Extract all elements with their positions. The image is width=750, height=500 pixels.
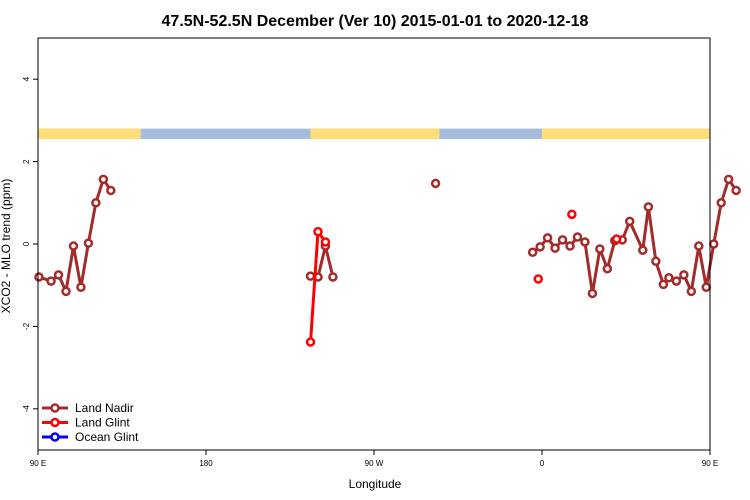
y-tick-label: -2: [22, 322, 31, 330]
x-tick-label: 90 E: [702, 459, 718, 468]
land-nadir-point: [643, 202, 654, 212]
legend-item-ocean-glint: Ocean Glint: [42, 430, 139, 444]
land-nadir-point: [557, 235, 568, 245]
chart-title: 47.5N-52.5N December (Ver 10) 2015-01-01…: [162, 13, 589, 30]
land-glint-point: [305, 337, 316, 347]
land-nadir-point: [624, 216, 635, 227]
land-nadir-point: [328, 272, 338, 282]
land-glint-point: [611, 234, 622, 244]
legend-swatch-marker: [50, 403, 60, 413]
x-axis: 90 E 180 90 W 0 90 E: [30, 450, 718, 468]
land-nadir-point: [98, 174, 109, 185]
land-nadir-point: [83, 238, 94, 248]
y-tick-label: 0: [22, 241, 31, 246]
y-axis: -4 -2 0 2 4: [22, 76, 38, 412]
land-nadir-point: [595, 244, 605, 254]
legend-item-land-glint: Land Glint: [42, 416, 130, 430]
land-band-segment: [38, 128, 141, 139]
y-tick-label: 4: [22, 76, 31, 81]
land-nadir-point: [580, 237, 590, 247]
land-nadir-point: [587, 288, 598, 299]
land-nadir-point: [76, 282, 86, 293]
land-nadir-point: [91, 198, 101, 208]
land-nadir-point: [694, 241, 704, 251]
land-ocean-band: [38, 128, 710, 139]
legend-label: Land Nadir: [75, 401, 134, 415]
land-band-segment: [542, 128, 710, 139]
land-nadir-line: [38, 177, 113, 293]
x-tick-label: 90 W: [365, 459, 384, 468]
land-glint-point: [533, 274, 544, 284]
land-nadir-point: [68, 241, 79, 251]
land-nadir-point: [535, 242, 545, 252]
x-axis-label: Longitude: [349, 477, 402, 491]
y-tick-label: 2: [22, 159, 31, 164]
land-nadir-point: [46, 276, 56, 286]
land-nadir-point: [527, 247, 538, 257]
land-nadir-point: [638, 245, 648, 255]
land-nadir-point: [708, 239, 719, 249]
land-nadir-point: [572, 232, 583, 242]
land-nadir-point: [602, 263, 613, 274]
land-glint-point: [313, 226, 323, 237]
series-layer: [34, 174, 741, 347]
land-nadir-point: [542, 233, 553, 243]
land-nadir-point: [61, 286, 71, 297]
land-nadir-point: [53, 270, 64, 280]
legend-swatch-marker: [50, 432, 60, 442]
land-nadir-point: [664, 273, 674, 283]
land-nadir-point: [34, 272, 44, 282]
land-nadir-point: [430, 178, 441, 189]
land-nadir-point: [305, 271, 316, 281]
land-band-segment: [310, 128, 440, 139]
land-nadir-point: [701, 282, 712, 293]
legend-swatch-marker: [50, 417, 60, 428]
legend-label: Ocean Glint: [75, 430, 139, 444]
x-tick-label: 90 E: [30, 459, 46, 468]
land-nadir-point: [550, 243, 560, 253]
land-nadir-point: [651, 256, 661, 267]
land-nadir-point: [565, 241, 575, 251]
land-nadir-point: [671, 276, 682, 286]
land-nadir-point: [723, 174, 734, 185]
land-nadir-point: [686, 286, 697, 297]
land-nadir-point: [679, 270, 689, 280]
y-axis-label: XCO2 - MLO trend (ppm): [0, 179, 13, 314]
land-glint-point: [320, 237, 331, 247]
land-glint-point: [567, 209, 577, 220]
y-tick-label: -4: [22, 405, 31, 413]
x-tick-label: 180: [199, 459, 213, 468]
land-nadir-line: [531, 177, 738, 295]
land-nadir-point: [716, 198, 726, 208]
land-nadir-point: [731, 185, 741, 196]
land-nadir-point: [658, 279, 669, 290]
legend-item-land-nadir: Land Nadir: [42, 401, 134, 415]
x-tick-label: 0: [540, 459, 545, 468]
land-nadir-point: [106, 185, 116, 196]
plot-frame: [37, 37, 711, 451]
legend-label: Land Glint: [75, 416, 130, 430]
